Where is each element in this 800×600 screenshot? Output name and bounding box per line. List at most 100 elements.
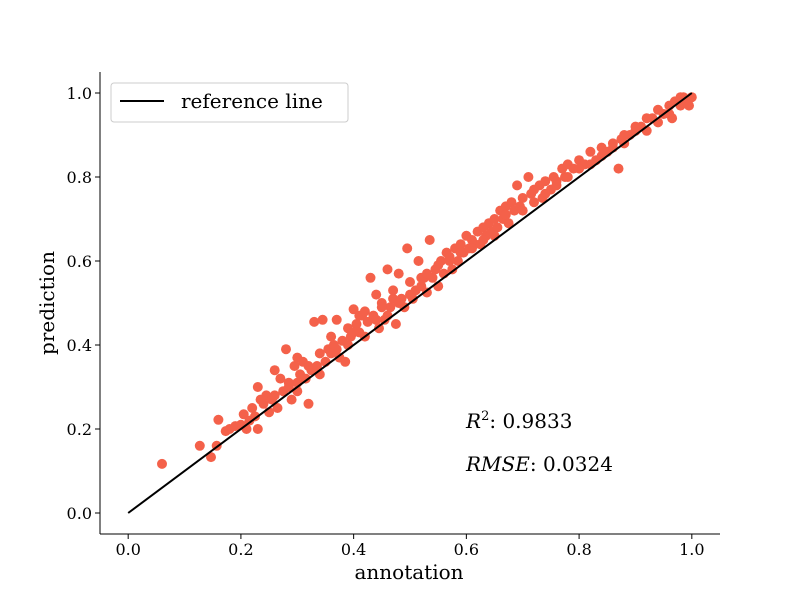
data-point-155 <box>331 344 342 355</box>
data-point-4 <box>213 414 224 425</box>
data-point-176 <box>529 197 539 208</box>
data-point-177 <box>540 188 551 199</box>
y-tick-label-5: 1.0 <box>67 84 92 103</box>
data-point-27 <box>289 361 300 371</box>
data-point-86 <box>452 256 463 266</box>
legend: reference line <box>110 82 349 123</box>
data-point-33 <box>303 398 314 409</box>
data-point-174 <box>500 209 511 220</box>
data-point-63 <box>388 285 399 296</box>
data-point-99 <box>489 214 500 224</box>
x-tick-label-3: 0.6 <box>454 540 479 559</box>
y-tick-label-2: 0.4 <box>67 336 92 355</box>
y-tick-label-1: 0.2 <box>67 420 92 439</box>
data-point-69 <box>405 277 415 287</box>
legend-label: reference line <box>181 89 323 113</box>
data-point-100 <box>492 222 503 233</box>
data-point-167 <box>421 268 432 279</box>
data-point-115 <box>540 176 551 187</box>
x-axis-label: annotation <box>354 560 463 584</box>
data-point-84 <box>447 264 458 275</box>
data-point-13 <box>250 411 260 422</box>
y-tick-label-4: 0.8 <box>67 168 92 187</box>
data-point-14 <box>252 382 263 392</box>
data-point-179 <box>562 172 573 182</box>
data-point-178 <box>551 180 562 191</box>
x-tick-label-1: 0.2 <box>228 540 253 559</box>
scatter-points <box>157 92 697 469</box>
data-point-24 <box>281 344 291 355</box>
data-point-105 <box>506 197 517 208</box>
data-point-75 <box>421 287 432 298</box>
data-point-149 <box>269 390 280 401</box>
data-point-161 <box>376 302 387 313</box>
data-point-186 <box>641 113 652 124</box>
data-point-57 <box>371 289 382 300</box>
data-point-58 <box>374 323 384 334</box>
data-point-185 <box>630 121 641 132</box>
data-point-130 <box>613 163 624 174</box>
data-point-0 <box>157 458 167 469</box>
data-point-150 <box>283 377 294 388</box>
data-point-160 <box>371 314 382 325</box>
reference-line-layer <box>127 92 693 514</box>
data-point-171 <box>467 243 477 254</box>
x-tick-label-2: 0.4 <box>341 540 366 559</box>
data-point-76 <box>424 235 435 245</box>
data-point-154 <box>326 331 337 342</box>
data-point-62 <box>385 302 396 313</box>
data-point-165 <box>405 289 415 300</box>
y-tick-label-3: 0.6 <box>67 252 92 271</box>
data-point-172 <box>478 235 489 245</box>
data-point-187 <box>653 104 663 115</box>
ticks: 0.0 0.2 0.4 0.6 0.8 1.0 0.0 0.2 0.4 0.6 0.8 1.0 <box>67 84 705 559</box>
y-axis-label: prediction <box>35 251 59 355</box>
data-point-168 <box>433 260 444 271</box>
data-point-36 <box>312 361 322 371</box>
data-point-38 <box>317 314 328 325</box>
data-point-107 <box>512 180 523 191</box>
data-point-169 <box>444 256 455 266</box>
reference-line <box>127 92 693 514</box>
data-point-37 <box>314 348 325 359</box>
data-point-64 <box>390 319 401 329</box>
data-point-12 <box>247 403 258 413</box>
data-point-184 <box>619 130 630 140</box>
data-point-61 <box>382 264 393 275</box>
data-point-32 <box>300 373 311 384</box>
data-point-2 <box>206 452 216 463</box>
data-point-43 <box>331 314 342 325</box>
y-tick-label-0: 0.0 <box>67 504 92 523</box>
data-point-87 <box>455 239 466 250</box>
data-point-55 <box>365 272 376 283</box>
data-point-170 <box>455 247 466 258</box>
data-point-104 <box>503 218 514 229</box>
data-point-125 <box>585 146 596 157</box>
data-point-1 <box>194 440 205 451</box>
data-point-22 <box>275 373 286 384</box>
data-point-65 <box>393 268 404 279</box>
data-point-180 <box>574 163 585 174</box>
data-point-175 <box>517 205 528 216</box>
data-point-50 <box>351 319 362 329</box>
data-point-152 <box>303 361 314 371</box>
data-point-72 <box>413 256 424 266</box>
x-tick-label-0: 0.0 <box>115 540 140 559</box>
axes <box>99 72 720 535</box>
data-point-164 <box>393 298 404 308</box>
data-point-68 <box>402 243 413 254</box>
data-point-35 <box>309 316 320 327</box>
data-point-148 <box>255 394 266 405</box>
data-point-157 <box>348 327 359 338</box>
data-point-26 <box>286 394 297 405</box>
x-tick-label-5: 1.0 <box>679 540 704 559</box>
legend-box <box>110 82 349 123</box>
x-tick-label-4: 0.8 <box>566 540 591 559</box>
data-point-46 <box>340 356 351 367</box>
r2-annotation: R2: 0.9833 <box>465 409 572 433</box>
data-point-146 <box>684 100 694 111</box>
data-point-21 <box>272 403 283 413</box>
data-point-109 <box>517 193 528 203</box>
data-point-20 <box>269 365 280 376</box>
